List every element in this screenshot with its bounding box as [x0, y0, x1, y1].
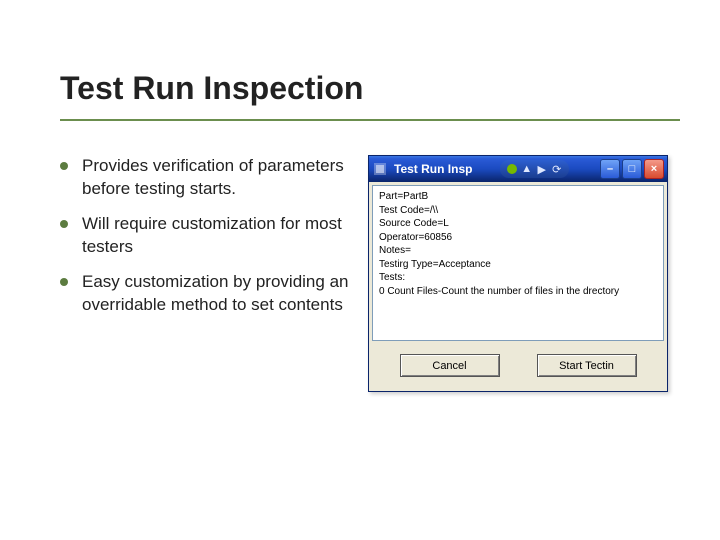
info-line: Operator=60856	[379, 231, 657, 245]
info-line: Test Code=/\\	[379, 204, 657, 218]
bullet-item: Easy customization by providing an overr…	[60, 271, 350, 317]
info-line: Part=PartB	[379, 190, 657, 204]
slide-title: Test Run Inspection	[60, 70, 680, 121]
info-line: Testirg Type=Acceptance	[379, 258, 657, 272]
info-line: 0 Count Files-Count the number of files …	[379, 285, 657, 299]
nvidia-icon	[506, 163, 518, 175]
info-line: Tests:	[379, 271, 657, 285]
button-row: Cancel Start Tectin	[369, 344, 667, 391]
cancel-button[interactable]: Cancel	[400, 354, 500, 377]
slide: Test Run Inspection Provides verificatio…	[0, 0, 720, 540]
maximize-button[interactable]: □	[622, 159, 642, 179]
app-window: Test Run Insp ▲ ▶ ⟳ – □	[368, 155, 668, 392]
refresh-icon: ⟳	[551, 163, 563, 175]
content-row: Provides verification of parameters befo…	[60, 155, 680, 392]
bullet-list: Provides verification of parameters befo…	[60, 155, 350, 392]
start-button[interactable]: Start Tectin	[537, 354, 637, 377]
window-controls: – □ ×	[600, 159, 664, 179]
info-line: Notes=	[379, 244, 657, 258]
app-icon	[372, 161, 388, 177]
titlebar-toolbar: ▲ ▶ ⟳	[472, 160, 596, 178]
arrow-right-icon: ▶	[536, 163, 548, 175]
window-screenshot: Test Run Insp ▲ ▶ ⟳ – □	[368, 155, 668, 392]
titlebar-pill: ▲ ▶ ⟳	[500, 160, 569, 178]
minimize-button[interactable]: –	[600, 159, 620, 179]
titlebar: Test Run Insp ▲ ▶ ⟳ – □	[369, 156, 667, 182]
bullet-item: Provides verification of parameters befo…	[60, 155, 350, 201]
arrow-up-icon: ▲	[521, 163, 533, 175]
close-button[interactable]: ×	[644, 159, 664, 179]
client-area: Part=PartB Test Code=/\\ Source Code=L O…	[372, 185, 664, 341]
info-line: Source Code=L	[379, 217, 657, 231]
window-title: Test Run Insp	[394, 162, 472, 176]
bullet-item: Will require customization for most test…	[60, 213, 350, 259]
